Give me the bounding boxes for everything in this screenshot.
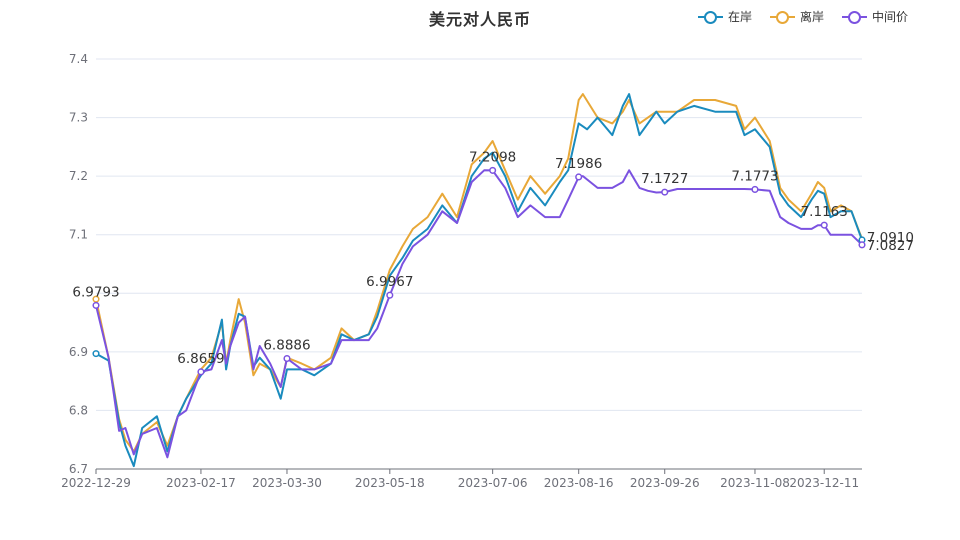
data-label: 7.1773 [731,168,778,184]
chart-title: 美元对人民币 [428,10,531,29]
series-line-0 [95,93,863,468]
series-marker-2 [92,301,100,309]
series-marker-2 [661,188,669,196]
data-label: 7.0910 [867,230,914,246]
y-tick-label: 6.7 [69,462,88,476]
x-tick-label: 2023-07-06 [458,476,528,490]
x-tick-label: 2023-12-11 [789,476,859,490]
data-label: 6.9793 [72,284,119,300]
data-label: 7.0827 [867,238,914,254]
data-label: 6.8659 [177,351,224,367]
legend-marker-central-parity [841,10,867,24]
legend-label-onshore: 在岸 [727,10,752,24]
legend-marker-offshore [769,10,795,24]
legend-label-offshore: 离岸 [799,10,824,24]
series-marker-2 [858,241,866,249]
series-marker-2 [575,173,583,181]
x-tick-label: 2022-12-29 [61,476,131,490]
data-label: 7.1986 [555,156,602,172]
y-tick-label: 6.8 [69,403,88,417]
series-marker-0 [92,350,100,358]
y-tick-label: 6.9 [69,345,88,359]
legend-item-offshore[interactable]: 离岸 [769,8,824,25]
series-marker-2 [489,166,497,174]
series-marker-2 [197,368,205,376]
legend-item-central-parity[interactable]: 中间价 [841,8,908,25]
x-tick-label: 2023-11-08 [720,476,790,490]
y-tick-label: 7.4 [69,52,88,66]
data-label: 7.1727 [641,171,688,187]
series-marker-2 [820,221,828,229]
x-tick-label: 2023-05-18 [355,476,425,490]
data-label: 7.2098 [469,149,516,165]
legend-marker-onshore [697,10,723,24]
x-tick-label: 2023-09-26 [630,476,700,490]
y-tick-label: 7.2 [69,169,88,183]
series-line-1 [95,93,863,453]
y-tick-label: 7.1 [69,228,88,242]
x-tick-label: 2023-08-16 [544,476,614,490]
series-marker-2 [751,185,759,193]
legend-label-central-parity: 中间价 [871,10,908,24]
legend: 在岸 离岸 中间价 [697,8,908,25]
y-tick-label: 7.3 [69,111,88,125]
data-label: 6.8886 [263,338,310,354]
data-label: 6.9967 [366,274,413,290]
data-label: 7.1163 [801,204,848,220]
series-line-2 [95,169,863,459]
x-tick-label: 2023-03-30 [252,476,322,490]
series-marker-2 [386,291,394,299]
x-tick-label: 2023-02-17 [166,476,236,490]
legend-item-onshore[interactable]: 在岸 [697,8,752,25]
series-marker-2 [283,354,291,363]
